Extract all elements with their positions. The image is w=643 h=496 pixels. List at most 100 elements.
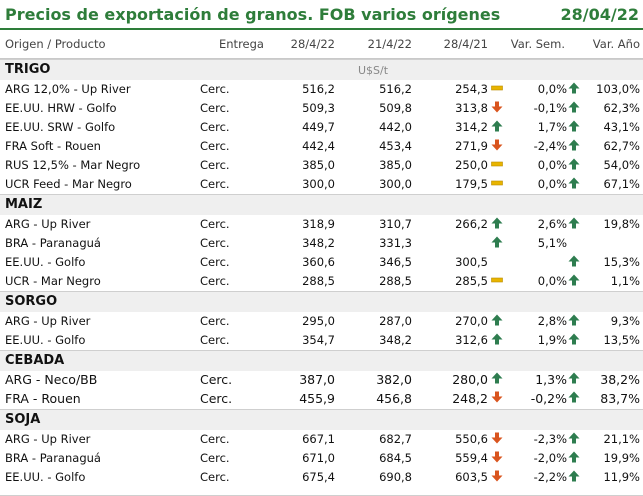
up-arrow-icon (491, 314, 503, 326)
price-week-ago-cell: 287,0 (379, 314, 412, 328)
down-arrow-icon (491, 432, 503, 444)
price-year-ago-cell: 271,9 (455, 139, 488, 153)
yearly-change-cell: 54,0% (603, 158, 640, 172)
price-current-cell: 288,5 (302, 274, 335, 288)
section-title: SORGO (5, 294, 58, 309)
table-row: FRA Soft - Rouen Cerc. 442,4 453,4 271,9 -2,4… (0, 137, 643, 156)
yearly-change-cell: 1,1% (610, 274, 640, 288)
origin-cell: EE.UU. SRW - Golfo (5, 120, 116, 134)
up-arrow-icon (568, 451, 580, 463)
price-week-ago-cell: 310,7 (379, 217, 412, 231)
section-header-soja: SOJA (0, 409, 643, 430)
price-current-cell: 449,7 (302, 120, 335, 134)
weekly-change-cell: -2,0% (533, 451, 567, 465)
yearly-change-cell: 13,5% (603, 333, 640, 347)
yearly-change-cell: 11,9% (603, 470, 640, 484)
table-row: EE.UU. SRW - Golfo Cerc. 449,7 442,0 314,2 1,… (0, 118, 643, 137)
table-row: ARG - Neco/BB Cerc. 387,0 382,0 280,0 1,3% 38,… (0, 371, 643, 390)
up-arrow-icon (568, 333, 580, 345)
up-arrow-icon (568, 274, 580, 286)
price-week-ago-cell: 288,5 (379, 274, 412, 288)
origin-cell: FRA Soft - Rouen (5, 139, 101, 153)
price-year-ago-cell: 300,5 (455, 255, 488, 269)
origin-cell: ARG - Up River (5, 217, 91, 231)
yearly-change-cell: 43,1% (603, 120, 640, 134)
flat-dash-icon (491, 82, 503, 94)
price-year-ago-cell: 280,0 (452, 372, 488, 387)
weekly-change-cell: 0,0% (537, 82, 567, 96)
weekly-change-cell: 1,9% (537, 333, 567, 347)
price-week-ago-cell: 690,8 (379, 470, 412, 484)
weekly-change-cell: 1,7% (537, 120, 567, 134)
delivery-cell: Cerc. (200, 82, 230, 96)
weekly-change-cell: 0,0% (537, 274, 567, 288)
delivery-cell: Cerc. (200, 432, 230, 446)
price-current-cell: 354,7 (302, 333, 335, 347)
weekly-change-cell: 2,6% (537, 217, 567, 231)
section-header-cebada: CEBADA (0, 350, 643, 371)
col-weekly-change-header: Var. Sem. (510, 37, 565, 51)
down-arrow-icon (491, 101, 503, 113)
col-delivery-header: Entrega (219, 37, 264, 51)
table-row: UCR Feed - Mar Negro Cerc. 300,0 300,0 179,5… (0, 175, 643, 194)
up-arrow-icon (568, 314, 580, 326)
up-arrow-icon (568, 120, 580, 132)
section-title: MAIZ (5, 197, 43, 212)
origin-cell: BRA - Paranaguá (5, 236, 101, 250)
table-row: UCR - Mar Negro Cerc. 288,5 288,5 285,5 0,0% 1… (0, 272, 643, 291)
price-current-cell: 675,4 (302, 470, 335, 484)
yearly-change-cell: 62,7% (603, 139, 640, 153)
price-year-ago-cell: 179,5 (455, 177, 488, 191)
delivery-cell: Cerc. (200, 255, 230, 269)
price-current-cell: 300,0 (302, 177, 335, 191)
up-arrow-icon (491, 372, 503, 384)
section-header-sorgo: SORGO (0, 291, 643, 312)
up-arrow-icon (568, 82, 580, 94)
origin-cell: EE.UU. - Golfo (5, 333, 86, 347)
section-title: SOJA (5, 412, 41, 427)
flat-dash-icon (491, 274, 503, 286)
price-current-cell: 387,0 (299, 372, 335, 387)
price-current-cell: 509,3 (302, 101, 335, 115)
table-row: BRA - Paranaguá Cerc. 348,2 331,3 5,1% (0, 234, 643, 253)
origin-cell: RUS 12,5% - Mar Negro (5, 158, 141, 172)
down-arrow-icon (491, 139, 503, 151)
price-year-ago-cell: 550,6 (455, 432, 488, 446)
origin-cell: ARG - Up River (5, 432, 91, 446)
delivery-cell: Cerc. (200, 274, 230, 288)
price-current-cell: 385,0 (302, 158, 335, 172)
origin-cell: ARG - Up River (5, 314, 91, 328)
weekly-change-cell: 0,0% (537, 158, 567, 172)
up-arrow-icon (491, 333, 503, 345)
report-header: Precios de exportación de granos. FOB va… (0, 0, 643, 30)
report-title: Precios de exportación de granos. FOB va… (5, 4, 501, 24)
origin-cell: ARG - Neco/BB (5, 372, 98, 387)
price-week-ago-cell: 684,5 (379, 451, 412, 465)
down-arrow-icon (491, 470, 503, 482)
yearly-change-cell: 103,0% (596, 82, 640, 96)
price-week-ago-cell: 682,7 (379, 432, 412, 446)
table-row: EE.UU. - Golfo Cerc. 354,7 348,2 312,6 1,9% 13… (0, 331, 643, 350)
up-arrow-icon (491, 217, 503, 229)
table-row: ARG - Up River Cerc. 295,0 287,0 270,0 2,8% 9,… (0, 312, 643, 331)
up-arrow-icon (568, 391, 580, 403)
price-week-ago-cell: 331,3 (379, 236, 412, 250)
up-arrow-icon (491, 120, 503, 132)
price-current-cell: 516,2 (302, 82, 335, 96)
price-week-ago-cell: 456,8 (376, 391, 412, 406)
section-header-maiz: MAIZ (0, 194, 643, 215)
table-row: EE.UU. - Golfo Cerc. 675,4 690,8 603,5 -2,2% 1… (0, 468, 643, 487)
price-year-ago-cell: 559,4 (455, 451, 488, 465)
origin-cell: EE.UU. - Golfo (5, 255, 86, 269)
col-yearly-change-header: Var. Año (592, 37, 640, 51)
section-header-trigo: TRIGO U$S/t (0, 59, 643, 80)
weekly-change-cell: -2,3% (533, 432, 567, 446)
delivery-cell: Cerc. (200, 470, 230, 484)
price-year-ago-cell: 270,0 (455, 314, 488, 328)
col-price-year-ago-header: 28/4/21 (443, 37, 488, 51)
price-current-cell: 348,2 (302, 236, 335, 250)
price-table-body: TRIGO U$S/t ARG 12,0% - Up River Cerc. 516,2… (0, 59, 643, 487)
price-current-cell: 318,9 (302, 217, 335, 231)
table-row: EE.UU. - Golfo Cerc. 360,6 346,5 300,5 15,3% (0, 253, 643, 272)
col-price-current-header: 28/4/22 (290, 37, 335, 51)
